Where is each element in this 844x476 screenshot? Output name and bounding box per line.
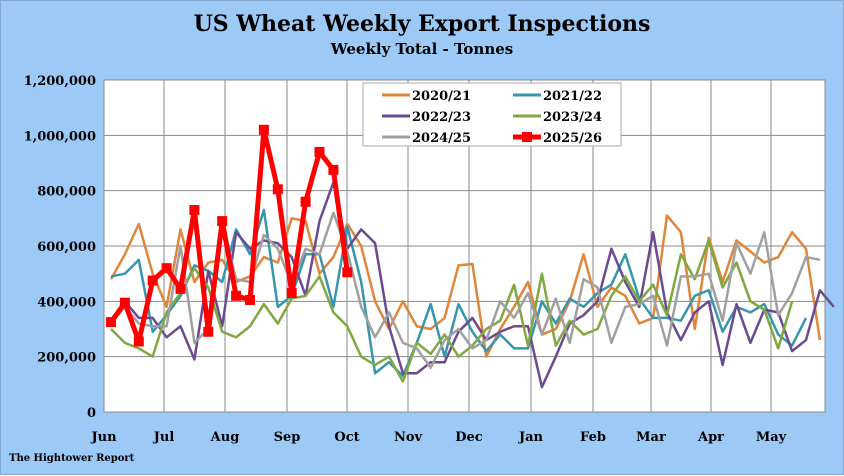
data-point xyxy=(106,317,116,328)
data-point xyxy=(300,196,311,207)
chart-subtitle: Weekly Total - Tonnes xyxy=(330,40,514,58)
data-point xyxy=(217,216,228,227)
x-tick-label: Mar xyxy=(636,430,666,445)
legend-label: 2020/21 xyxy=(412,89,471,104)
y-tick-label: 1,200,000 xyxy=(24,74,96,89)
series-line-2025-26 xyxy=(108,127,350,344)
legend-label: 2025/26 xyxy=(543,131,602,146)
x-tick-label: Feb xyxy=(580,430,606,445)
y-tick-label: 800,000 xyxy=(37,185,96,200)
data-point xyxy=(119,297,130,308)
y-tick-label: 200,000 xyxy=(37,351,96,366)
data-point xyxy=(133,336,144,347)
x-tick-label: Sep xyxy=(274,430,301,445)
data-point xyxy=(258,124,269,135)
legend-marker xyxy=(522,132,532,142)
data-point xyxy=(203,326,214,337)
x-tick-label: Apr xyxy=(697,430,724,445)
y-tick-label: 1,000,000 xyxy=(24,129,96,144)
x-tick-label: May xyxy=(756,430,787,445)
y-tick-label: 600,000 xyxy=(37,240,96,255)
series-line-2021-22 xyxy=(110,208,808,378)
x-tick-label: Jan xyxy=(518,430,544,445)
x-tick-label: Jul xyxy=(153,430,175,445)
data-point xyxy=(342,267,353,278)
x-tick-label: Oct xyxy=(334,430,359,445)
data-point xyxy=(328,164,339,175)
series-line-2023-24 xyxy=(110,239,794,383)
y-tick-label: 0 xyxy=(87,406,96,421)
data-point xyxy=(314,146,325,157)
data-point xyxy=(286,288,297,299)
legend-label: 2021/22 xyxy=(543,89,602,104)
data-point xyxy=(147,275,158,286)
data-point xyxy=(245,294,255,305)
y-tick-label: 400,000 xyxy=(37,295,96,310)
chart-title: US Wheat Weekly Export Inspections xyxy=(193,11,651,37)
data-point xyxy=(231,290,242,301)
legend-label: 2023/24 xyxy=(543,110,602,125)
data-point xyxy=(161,263,172,274)
chart-credit: The Hightower Report xyxy=(9,453,135,464)
x-tick-label: Dec xyxy=(455,430,483,445)
data-point xyxy=(189,205,200,216)
legend-label: 2024/25 xyxy=(412,131,471,146)
data-point xyxy=(175,283,186,294)
data-point xyxy=(272,184,283,195)
x-tick-label: Jun xyxy=(90,430,117,445)
x-tick-label: Aug xyxy=(210,430,240,445)
x-tick-label: Nov xyxy=(394,430,423,445)
legend-label: 2022/23 xyxy=(412,110,471,125)
